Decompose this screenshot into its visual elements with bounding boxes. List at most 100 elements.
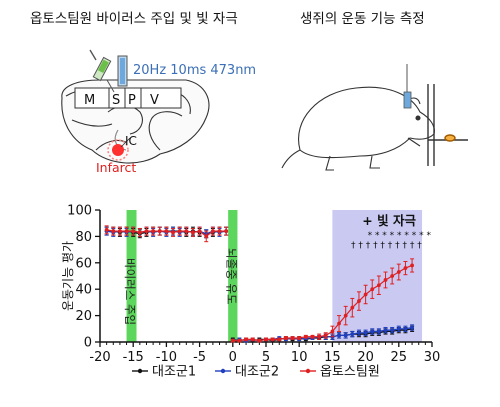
stim-parameter-label: 20Hz 10ms 473nm <box>133 63 256 78</box>
reaching-apparatus <box>427 84 468 166</box>
x-tick-label: 30 <box>424 350 441 365</box>
light-stim-annotation: + 빛 자극 <box>362 213 416 228</box>
syringe-icon <box>89 49 115 93</box>
y-tick-label: 40 <box>75 283 92 298</box>
data-point <box>184 229 189 234</box>
shaded-region-virus <box>126 210 137 342</box>
region-label-m: M <box>84 93 95 108</box>
data-point <box>164 229 169 234</box>
x-tick-label: 15 <box>324 350 341 365</box>
data-point <box>197 229 202 234</box>
data-point <box>343 313 348 318</box>
data-point <box>337 321 341 326</box>
ic-label: IC <box>125 134 137 148</box>
data-point <box>177 229 182 234</box>
x-tick-label: -5 <box>193 350 206 365</box>
data-point <box>230 338 235 343</box>
data-point <box>383 328 388 333</box>
data-point <box>330 329 335 334</box>
data-point <box>270 337 275 342</box>
data-point <box>217 229 222 234</box>
data-point <box>264 337 268 342</box>
data-point <box>350 305 355 310</box>
data-point <box>124 229 129 234</box>
data-point <box>303 334 308 339</box>
data-point <box>104 227 109 232</box>
data-point <box>118 229 122 234</box>
data-point <box>284 336 288 340</box>
region-label-v: V <box>150 93 159 108</box>
data-point <box>370 329 375 334</box>
data-point <box>390 274 395 278</box>
data-point <box>370 287 375 292</box>
x-tick-label: -10 <box>156 350 177 365</box>
legend-swatch-point <box>305 368 311 374</box>
data-point <box>376 329 381 334</box>
stroke-induction-annotation: 뇌졸중 유도 <box>224 248 238 305</box>
motor-function-chart: 바이러스 주입 뇌졸중 유도 + 빛 자극 * * * * * * * * *† † … <box>61 204 440 380</box>
data-point <box>403 326 408 331</box>
legend-swatch-point <box>220 368 226 374</box>
y-axis-label: 운동기능 평가 <box>61 241 75 311</box>
data-point <box>277 337 282 342</box>
data-point <box>323 333 328 338</box>
data-point <box>210 229 215 234</box>
data-point <box>363 330 368 335</box>
region-label-p: P <box>128 93 136 108</box>
region-label-s: S <box>112 93 120 108</box>
data-point <box>337 333 341 338</box>
data-point <box>157 229 162 234</box>
data-point <box>396 326 401 331</box>
data-point <box>131 229 136 234</box>
data-point <box>237 338 242 343</box>
legend-swatch-point <box>137 368 143 374</box>
x-tick-label: 20 <box>357 350 374 365</box>
x-tick-label: 0 <box>229 350 237 365</box>
series-line-2 <box>232 264 413 342</box>
mouse-illustration <box>281 86 435 171</box>
data-point <box>383 278 388 282</box>
significance-stars: * * * * * * * * * <box>368 231 432 241</box>
data-point <box>357 330 361 335</box>
brain-region-boxes: M S P V <box>74 87 182 109</box>
data-point <box>376 283 381 288</box>
data-point <box>224 229 229 234</box>
data-point <box>204 234 209 239</box>
data-point <box>317 334 322 339</box>
x-tick-label: 25 <box>391 350 408 365</box>
data-point <box>350 332 355 336</box>
data-point <box>250 337 255 342</box>
y-tick-label: 20 <box>75 309 92 324</box>
legend-label: 대조군1 <box>152 365 196 380</box>
data-point <box>257 338 262 343</box>
significance-daggers: † † † † † † † † † † <box>351 241 422 251</box>
data-point <box>363 292 368 297</box>
data-point <box>410 263 414 268</box>
data-point <box>144 229 149 234</box>
y-tick-label: 60 <box>75 256 92 271</box>
left-panel-title: 옵토스팀원 바이러스 주입 및 빛 자극 <box>30 11 238 27</box>
x-tick-label: -15 <box>123 350 144 365</box>
x-tick-label: 10 <box>291 350 308 365</box>
data-point <box>137 230 142 235</box>
data-point <box>403 266 408 270</box>
infarct-marker <box>107 137 131 161</box>
legend-label: 옵토스팀원 <box>320 365 380 380</box>
data-point <box>396 270 401 274</box>
optic-fiber-icon <box>117 55 128 87</box>
legend-label: 대조군2 <box>235 365 279 380</box>
data-point <box>410 325 414 330</box>
data-point <box>310 334 315 339</box>
series-line-0 <box>232 328 413 342</box>
data-point <box>171 230 175 235</box>
data-point <box>244 337 248 342</box>
x-tick-label: -20 <box>89 350 110 365</box>
data-point <box>191 230 195 235</box>
data-point <box>357 299 361 303</box>
data-point <box>290 336 295 340</box>
right-panel-title: 생쥐의 운동 기능 측정 <box>300 11 425 27</box>
y-tick-label: 0 <box>84 336 92 351</box>
data-point <box>297 336 302 340</box>
data-point <box>151 229 156 234</box>
